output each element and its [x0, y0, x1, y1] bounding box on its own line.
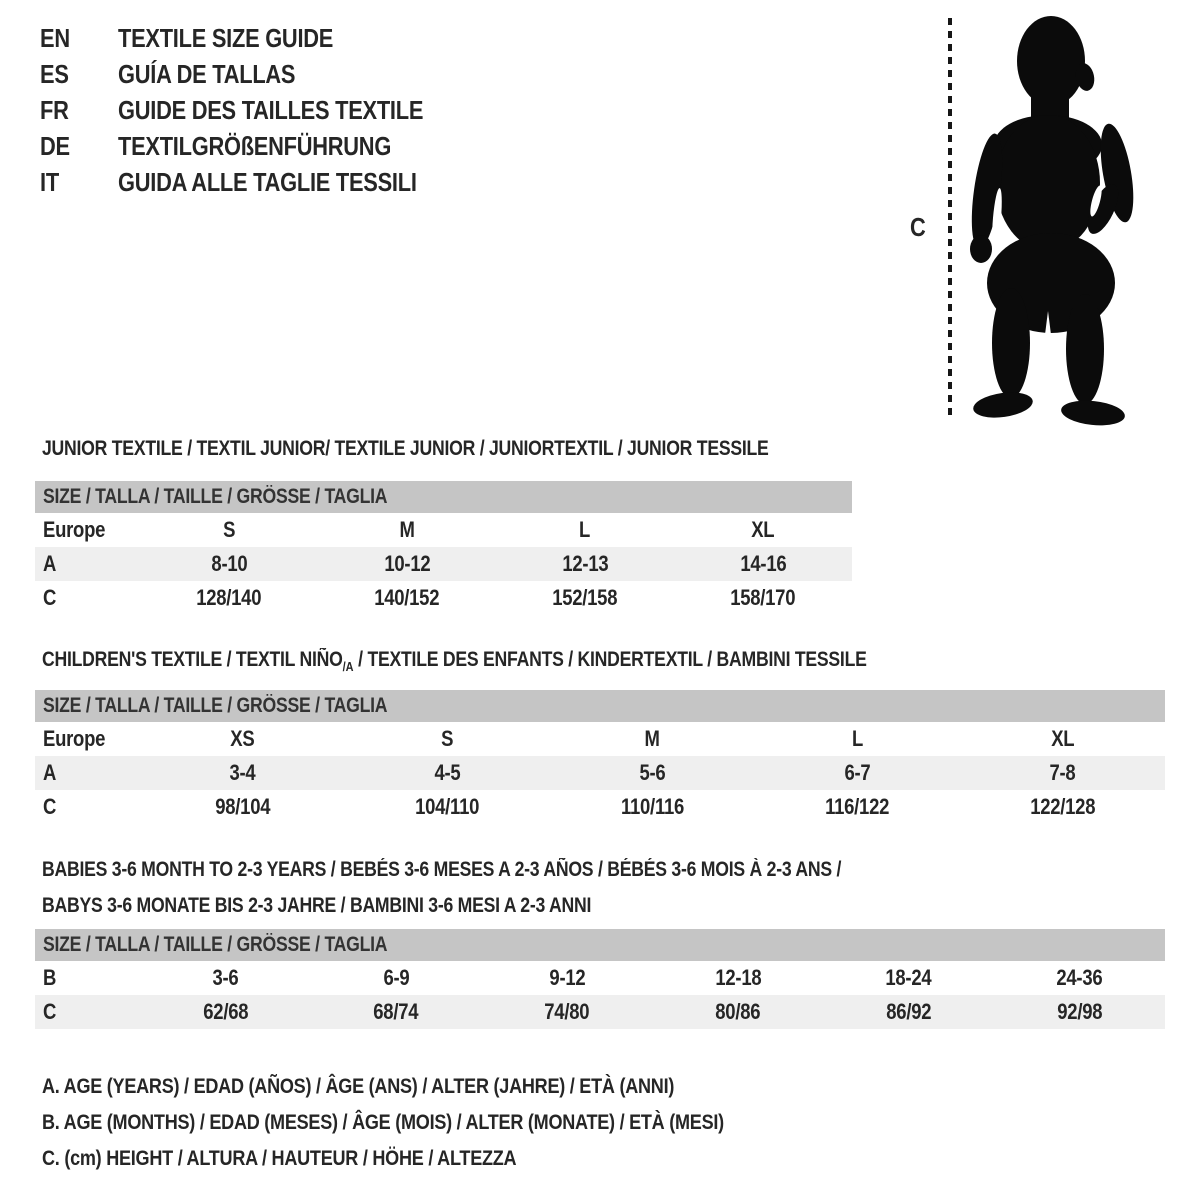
table-row-months: B 3-6 6-9 9-12 12-18 18-24 24-36: [35, 961, 1165, 995]
size-table-header: SIZE / TALLA / TAILLE / GRÖSSE / TAGLIA: [35, 481, 852, 513]
age-cell: 6-7: [844, 760, 871, 785]
lang-row-it: IT GUIDA ALLE TAGLIE TESSILI: [40, 164, 481, 200]
lang-row-es: ES GUÍA DE TALLAS: [40, 56, 481, 92]
age-cell: 10-12: [383, 551, 431, 576]
height-cell: 110/116: [621, 794, 684, 819]
children-section-title: CHILDREN'S TEXTILE / TEXTIL NIÑO/A / TEX…: [42, 648, 867, 674]
height-cell: 116/122: [825, 794, 890, 819]
row-label: C: [43, 794, 57, 819]
size-cell: XL: [751, 517, 775, 542]
row-label: Europe: [43, 726, 106, 751]
months-cell: 3-6: [212, 965, 239, 990]
months-cell: 9-12: [549, 965, 586, 990]
table-row-age: A 8-10 10-12 12-13 14-16: [35, 547, 852, 581]
lang-row-en: EN TEXTILE SIZE GUIDE: [40, 20, 481, 56]
months-cell: 24-36: [1056, 965, 1103, 990]
height-cell: 152/158: [552, 585, 618, 610]
height-cell: 92/98: [1057, 999, 1103, 1024]
age-cell: 8-10: [211, 551, 247, 576]
nino-a-subscript: /A: [342, 659, 354, 674]
legend-line-c: C. (cm) HEIGHT / ALTURA / HAUTEUR / HÖHE…: [42, 1145, 517, 1170]
lang-title: GUIDE DES TAILLES TEXTILE: [118, 94, 424, 125]
legend-line-b: B. AGE (MONTHS) / EDAD (MESES) / ÂGE (MO…: [42, 1109, 724, 1134]
lang-code: FR: [40, 94, 69, 125]
size-cell: XL: [1050, 726, 1075, 751]
row-label: Europe: [43, 517, 106, 542]
size-table-header: SIZE / TALLA / TAILLE / GRÖSSE / TAGLIA: [35, 929, 1165, 961]
age-cell: 12-13: [561, 551, 609, 576]
lang-code: IT: [40, 166, 59, 197]
lang-title: TEXTILE SIZE GUIDE: [118, 22, 334, 53]
row-label: A: [43, 760, 57, 785]
months-cell: 12-18: [714, 965, 761, 990]
height-cell: 158/170: [730, 585, 796, 610]
height-measure-dashed-line: [948, 18, 952, 416]
lang-code: EN: [40, 22, 70, 53]
height-cell: 86/92: [886, 999, 932, 1024]
height-cell: 128/140: [196, 585, 262, 610]
row-label: B: [43, 965, 57, 990]
table-row-age: A 3-4 4-5 5-6 6-7 7-8: [35, 756, 1165, 790]
size-cell: M: [399, 517, 415, 542]
age-cell: 14-16: [739, 551, 787, 576]
row-label: C: [43, 999, 57, 1024]
height-cell: 80/86: [715, 999, 761, 1024]
lang-title: TEXTILGRÖßENFÜHRUNG: [118, 130, 392, 161]
age-cell: 3-4: [229, 760, 256, 785]
size-cell: M: [644, 726, 661, 751]
size-cell: L: [851, 726, 864, 751]
lang-row-de: DE TEXTILGRÖßENFÜHRUNG: [40, 128, 481, 164]
babies-section-title: BABIES 3-6 MONTH TO 2-3 YEARS / BEBÉS 3-…: [42, 858, 842, 917]
height-cell: 62/68: [202, 999, 248, 1024]
age-cell: 4-5: [434, 760, 461, 785]
lang-title: GUÍA DE TALLAS: [118, 58, 296, 89]
months-cell: 6-9: [383, 965, 410, 990]
size-cell: S: [441, 726, 454, 751]
table-row-height: C 98/104 104/110 110/116 116/122 122/128: [35, 790, 1165, 824]
table-row-europe: Europe S M L XL: [35, 513, 852, 547]
measurement-legend: A. AGE (YEARS) / EDAD (AÑOS) / ÂGE (ANS)…: [42, 1068, 854, 1176]
height-cell: 68/74: [373, 999, 419, 1024]
row-label: C: [43, 585, 57, 610]
height-cell: 74/80: [544, 999, 590, 1024]
months-cell: 18-24: [885, 965, 932, 990]
table-row-height: C 62/68 68/74 74/80 80/86 86/92 92/98: [35, 995, 1165, 1029]
row-label: A: [43, 551, 57, 576]
age-cell: 7-8: [1049, 760, 1076, 785]
baby-silhouette-image: [970, 16, 1134, 429]
table-row-europe: Europe XS S M L XL: [35, 722, 1165, 756]
children-size-table: SIZE / TALLA / TAILLE / GRÖSSE / TAGLIA …: [35, 690, 1165, 824]
height-measure-label: C: [910, 212, 926, 242]
junior-size-table: SIZE / TALLA / TAILLE / GRÖSSE / TAGLIA …: [35, 481, 852, 615]
babies-size-table: SIZE / TALLA / TAILLE / GRÖSSE / TAGLIA …: [35, 929, 1165, 1029]
height-cell: 98/104: [214, 794, 271, 819]
lang-code: ES: [40, 58, 69, 89]
table-row-height: C 128/140 140/152 152/158 158/170: [35, 581, 852, 615]
lang-code: DE: [40, 130, 70, 161]
size-table-header: SIZE / TALLA / TAILLE / GRÖSSE / TAGLIA: [35, 690, 1165, 722]
junior-section-title: JUNIOR TEXTILE / TEXTIL JUNIOR/ TEXTILE …: [42, 437, 769, 460]
legend-line-a: A. AGE (YEARS) / EDAD (AÑOS) / ÂGE (ANS)…: [42, 1073, 675, 1098]
height-cell: 140/152: [374, 585, 440, 610]
height-cell: 104/110: [415, 794, 480, 819]
lang-title: GUIDA ALLE TAGLIE TESSILI: [118, 166, 417, 197]
size-cell: S: [222, 517, 236, 542]
height-cell: 122/128: [1029, 794, 1096, 819]
age-cell: 5-6: [639, 760, 666, 785]
size-cell: L: [579, 517, 591, 542]
language-title-list: EN TEXTILE SIZE GUIDE ES GUÍA DE TALLAS …: [40, 20, 481, 200]
size-cell: XS: [230, 726, 255, 751]
lang-row-fr: FR GUIDE DES TAILLES TEXTILE: [40, 92, 481, 128]
